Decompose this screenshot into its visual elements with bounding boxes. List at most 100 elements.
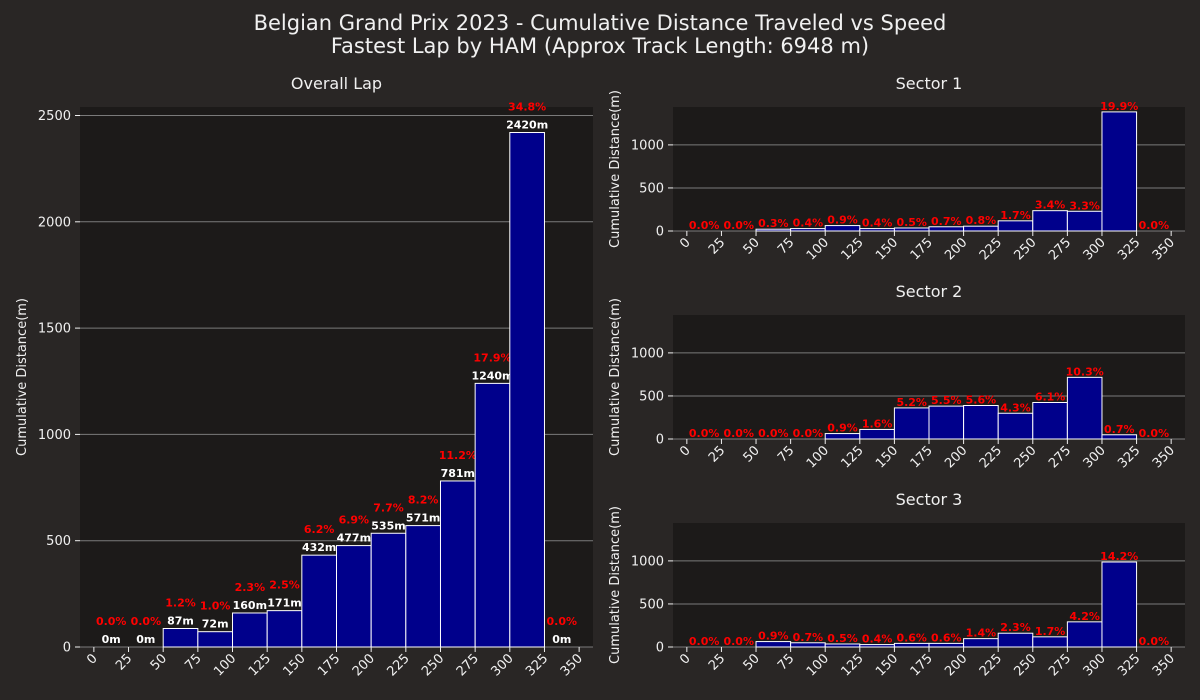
y-tick-label: 0	[656, 641, 664, 656]
y-tick-label: 1000	[38, 428, 71, 443]
bar-distance-label: 781m	[441, 467, 475, 480]
bar-distance-label: 0m	[552, 633, 571, 646]
bar	[1032, 210, 1068, 232]
bar-percent-label: 0.4%	[793, 217, 824, 230]
bar-distance-label: 477m	[337, 532, 371, 545]
bar	[197, 631, 234, 648]
bar-percent-label: 0.4%	[862, 633, 893, 646]
bar-distance-label: 160m	[233, 599, 267, 612]
bar-percent-label: 5.2%	[896, 396, 927, 409]
bar-distance-label: 535m	[371, 519, 405, 532]
bar-percent-label: 0.3%	[758, 217, 789, 230]
bar-percent-label: 0.7%	[793, 631, 824, 644]
bar	[1101, 111, 1138, 232]
bar-percent-label: 2.3%	[1000, 621, 1031, 634]
bar-percent-label: 0.0%	[689, 219, 720, 232]
bar-percent-label: 0.6%	[896, 631, 927, 644]
bar-percent-label: 5.5%	[931, 394, 962, 407]
bar	[859, 428, 895, 440]
bar-percent-label: 10.3%	[1066, 365, 1104, 378]
bar-distance-label: 0m	[102, 633, 121, 646]
bar-percent-label: 0.9%	[758, 630, 789, 643]
bar-percent-label: 2.3%	[235, 581, 266, 594]
bar	[963, 638, 999, 648]
bar-percent-label: 6.9%	[339, 514, 370, 527]
bar	[439, 480, 476, 648]
bar-percent-label: 1.2%	[165, 597, 196, 610]
bar-distance-label: 87m	[167, 615, 194, 628]
bar-percent-label: 0.0%	[1139, 635, 1170, 648]
bar	[405, 525, 441, 648]
y-tick-label: 0	[656, 225, 664, 240]
overall-lap-panel: Overall Lap 0 500 1000 1500 2000 2500 Cumulativ…	[15, 74, 593, 679]
subplot-title: Sector 1	[896, 74, 963, 93]
bar	[370, 532, 407, 648]
y-axis-label: Cumulative Distance(m)	[608, 506, 623, 664]
bar-percent-label: 0.8%	[966, 214, 997, 227]
bar	[1032, 401, 1068, 440]
bar-percent-label: 0.0%	[723, 427, 754, 440]
bar-percent-label: 4.3%	[1000, 401, 1031, 414]
bar-percent-label: 0.9%	[827, 422, 858, 435]
bar-percent-label: 0.0%	[1139, 219, 1170, 232]
subplot-title: Sector 3	[896, 490, 963, 509]
bar-percent-label: 0.0%	[793, 427, 824, 440]
bar	[928, 405, 965, 440]
bar-percent-label: 34.8%	[508, 101, 546, 114]
figure-title-line2: Fastest Lap by HAM (Approx Track Length:…	[331, 34, 869, 58]
bar-percent-label: 0.0%	[689, 427, 720, 440]
bar-percent-label: 0.0%	[96, 615, 127, 628]
bar	[997, 632, 1034, 648]
y-axis-label: Cumulative Distance(m)	[15, 298, 30, 456]
bar	[963, 405, 999, 440]
bar	[997, 220, 1034, 232]
y-tick-label: 0	[656, 433, 664, 448]
bar	[162, 628, 199, 648]
bar-distance-label: 1240m	[471, 369, 513, 382]
bar-distance-label: 432m	[302, 541, 336, 554]
bar-percent-label: 0.9%	[827, 214, 858, 227]
y-axis-label: Cumulative Distance(m)	[608, 298, 623, 456]
plot-area	[673, 107, 1185, 231]
bar-percent-label: 0.7%	[931, 215, 962, 228]
bar	[893, 407, 930, 440]
bar-percent-label: 0.0%	[131, 615, 162, 628]
bar-percent-label: 0.0%	[1139, 427, 1170, 440]
y-tick-label: 2000	[38, 215, 71, 230]
bar-percent-label: 0.0%	[723, 635, 754, 648]
bar-percent-label: 0.4%	[862, 217, 893, 230]
bar-distance-label: 2420m	[506, 119, 548, 132]
bar-distance-label: 171m	[267, 597, 301, 610]
y-tick-label: 500	[639, 597, 664, 612]
bar-distance-label: 571m	[406, 512, 440, 525]
bar	[1066, 376, 1103, 440]
y-tick-label: 500	[46, 534, 71, 549]
bar	[1066, 210, 1103, 232]
bar-percent-label: 0.0%	[689, 635, 720, 648]
bar-percent-label: 5.6%	[966, 394, 997, 407]
y-tick-label: 1000	[631, 554, 664, 569]
bar-percent-label: 3.3%	[1069, 199, 1100, 212]
bar-percent-label: 7.7%	[373, 501, 404, 514]
bar-percent-label: 0.7%	[1104, 423, 1135, 436]
y-tick-label: 500	[639, 389, 664, 404]
subplot-title: Sector 2	[896, 282, 963, 301]
bar-percent-label: 0.6%	[931, 631, 962, 644]
bar	[301, 554, 337, 648]
bar-percent-label: 19.9%	[1100, 100, 1138, 113]
bar-percent-label: 1.0%	[200, 600, 231, 613]
bar-percent-label: 1.6%	[862, 417, 893, 430]
bar	[474, 382, 511, 648]
bar	[266, 610, 303, 648]
sector-2-panel: Sector 2 0 500 1000 Cumulative Distance(m) 0.…	[608, 282, 1185, 471]
bar-percent-label: 0.5%	[896, 216, 927, 229]
bar	[1032, 636, 1068, 648]
bar-percent-label: 17.9%	[473, 351, 511, 364]
bar-percent-label: 2.5%	[269, 579, 300, 592]
y-tick-label: 1000	[631, 138, 664, 153]
bar-percent-label: 0.0%	[758, 427, 789, 440]
bar-percent-label: 0.0%	[547, 615, 578, 628]
bar	[1066, 621, 1103, 648]
bar-percent-label: 1.4%	[966, 627, 997, 640]
